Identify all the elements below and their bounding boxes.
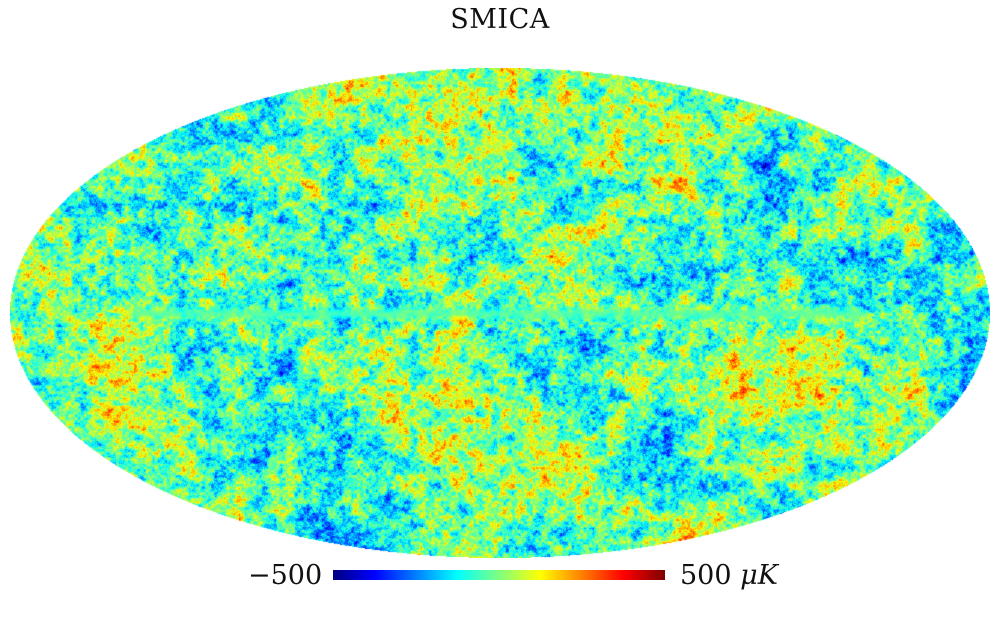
colorbar-min-label: −500: [248, 560, 323, 591]
cmb-sky-map: [10, 68, 990, 558]
colorbar-rect: [333, 570, 665, 580]
colorbar: −500 500 μK: [0, 558, 1000, 594]
colorbar-max-label: 500 μK: [680, 560, 778, 591]
map-title: SMICA: [450, 4, 550, 35]
colorbar-max-value: 500: [680, 560, 732, 591]
colorbar-unit: μK: [740, 560, 778, 591]
colorbar-gradient: [333, 570, 665, 580]
